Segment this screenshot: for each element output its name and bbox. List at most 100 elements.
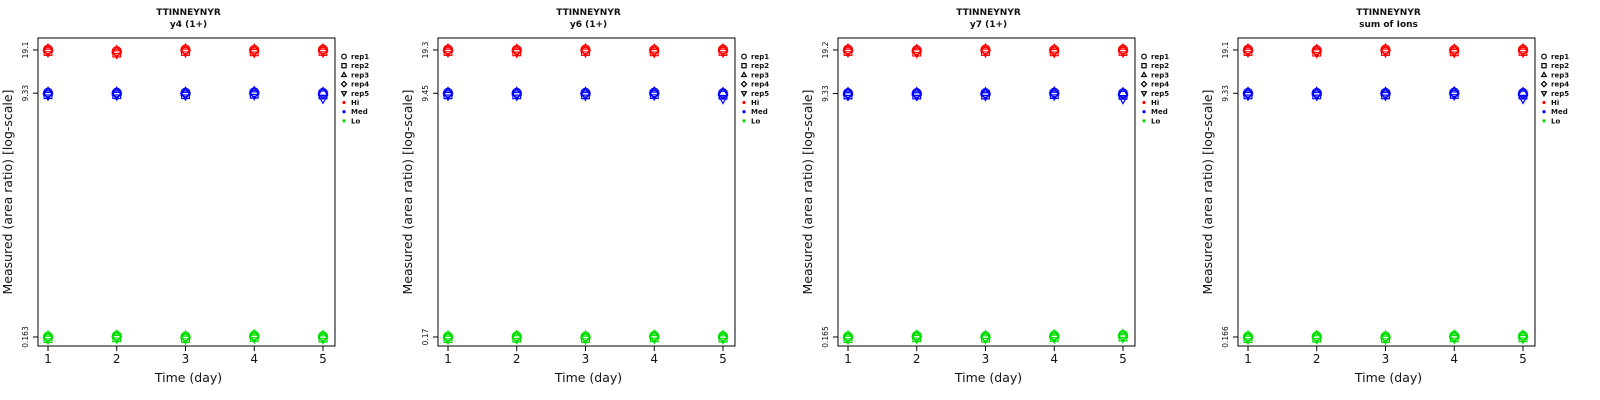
legend-marker-rep3 (1140, 71, 1148, 78)
legend-marker-med (1542, 110, 1546, 114)
point-med-rep5-day4 (648, 91, 660, 102)
legend-marker-lo (1142, 119, 1146, 123)
plot-frame (37, 37, 336, 347)
legend-label-rep5: rep5 (1551, 90, 1569, 98)
legend-label-rep3: rep3 (751, 71, 769, 79)
point-hi-rep5-day2 (511, 48, 523, 59)
point-hi-rep5-day2 (1311, 49, 1323, 59)
point-lo-rep5-day2 (911, 334, 923, 345)
legend-label-hi: Hi (1151, 99, 1159, 107)
legend-label-rep3: rep3 (351, 71, 369, 79)
chart-panel-4: TTINNEYNYR sum of Ions 0.166 9.33 19.1 1 2 3 4 5 T… (1200, 8, 1569, 385)
point-med-rep5-day1 (42, 91, 54, 102)
point-med-rep5-day2 (1311, 91, 1323, 102)
point-med-rep5-day1 (442, 91, 454, 102)
point-hi-rep5-day3 (580, 48, 591, 59)
chart-panel-2: TTINNEYNYR y6 (1+) 0.17 9.45 19.3 1 2 3 4 5 Time (… (400, 8, 769, 385)
point-hi-rep5-day5 (1517, 48, 1529, 59)
legend-marker-rep5 (340, 91, 348, 98)
point-hi-rep5-day4 (1448, 48, 1460, 59)
legend-label-rep5: rep5 (1151, 90, 1169, 98)
chart-panel-1: TTINNEYNYR y4 (1+) 0.163 9.33 19.1 1 2 3 4 5 Time … (0, 8, 369, 385)
point-hi-rep5-day4 (248, 48, 260, 59)
plot-frame (837, 37, 1136, 347)
legend-label-lo: Lo (751, 117, 760, 125)
point-med-rep5-day3 (1380, 91, 1391, 102)
y-axis-title: Measured (area ratio) [log-scale] (400, 90, 415, 295)
chart-subtitle: y6 (1+) (570, 20, 607, 30)
point-hi-rep5-day3 (1380, 48, 1391, 59)
y-tick-label: 0.166 (1221, 326, 1230, 348)
point-hi-rep5-day1 (42, 48, 54, 59)
y-axis-title: Measured (area ratio) [log-scale] (0, 90, 15, 295)
x-tick-label: 2 (113, 352, 121, 366)
legend-marker-rep3 (340, 71, 348, 78)
point-lo-rep5-day5 (1117, 334, 1129, 344)
legend-marker-rep4 (1540, 80, 1548, 88)
legend-label-rep1: rep1 (751, 53, 769, 61)
point-lo-rep5-day3 (180, 335, 191, 346)
point-lo-rep5-day1 (1242, 335, 1254, 346)
x-axis-title: Time (day) (154, 370, 222, 385)
point-lo-rep5-day5 (1517, 334, 1529, 345)
legend-marker-med (342, 110, 346, 114)
legend-marker-hi (742, 100, 746, 105)
x-tick-label: 1 (844, 352, 852, 366)
legend-marker-med (1142, 110, 1146, 114)
point-lo-rep5-day1 (42, 335, 54, 346)
x-tick-label: 5 (1119, 352, 1127, 366)
point-med-rep4-day5 (717, 88, 729, 100)
point-med-rep5-day2 (511, 91, 523, 102)
legend-label-rep5: rep5 (751, 90, 769, 98)
legend-marker-rep4 (340, 80, 348, 88)
point-hi-rep5-day1 (442, 48, 454, 59)
y-tick-label: 19.3 (421, 41, 430, 58)
legend-marker-rep4 (740, 80, 748, 88)
legend-label-rep1: rep1 (1551, 53, 1569, 61)
y-tick-label: 0.17 (421, 328, 430, 345)
plot-frame (1237, 37, 1536, 347)
point-med-rep5-day3 (180, 91, 191, 102)
point-med-rep5-day1 (842, 92, 854, 102)
point-lo-rep5-day4 (248, 334, 260, 345)
legend-marker-rep4 (1140, 80, 1148, 88)
legend-label-med: Med (751, 108, 768, 116)
x-tick-label: 2 (913, 352, 921, 366)
legend-label-rep2: rep2 (351, 62, 369, 70)
legend-marker-med (742, 110, 746, 114)
y-axis-title: Measured (area ratio) [log-scale] (1200, 90, 1215, 295)
point-med-rep5-day3 (980, 92, 991, 102)
point-hi-rep5-day2 (111, 50, 123, 60)
point-med-rep5-day1 (1242, 91, 1254, 102)
legend-label-rep4: rep4 (1551, 81, 1569, 89)
legend-marker-rep1 (741, 53, 747, 60)
legend-label-lo: Lo (1151, 117, 1160, 125)
point-med-rep5-day2 (911, 92, 923, 102)
point-med-rep4-day5 (1517, 88, 1529, 100)
legend-label-rep4: rep4 (1151, 81, 1169, 89)
point-hi-rep5-day1 (1242, 48, 1254, 59)
x-tick-label: 3 (582, 352, 590, 366)
point-med-rep5-day5 (717, 95, 729, 105)
y-tick-label: 19.1 (1221, 41, 1230, 58)
point-hi-rep5-day4 (648, 48, 660, 59)
y-tick-label: 0.165 (821, 326, 830, 348)
legend-label-rep4: rep4 (351, 81, 369, 89)
point-med-rep4-day5 (317, 87, 329, 100)
point-med-rep4-day5 (1117, 88, 1129, 100)
y-tick-label: 0.163 (21, 326, 30, 348)
legend-marker-rep2 (1541, 63, 1547, 69)
point-lo-rep5-day4 (1448, 334, 1460, 345)
y-tick-label: 9.33 (21, 85, 30, 102)
chart-title: TTINNEYNYR (556, 8, 621, 18)
point-hi-rep5-day5 (317, 48, 329, 59)
legend-label-rep2: rep2 (1151, 62, 1169, 70)
chart-subtitle: y4 (1+) (170, 20, 207, 30)
x-tick-label: 5 (1519, 352, 1527, 366)
point-med-rep5-day5 (1517, 95, 1529, 105)
legend-marker-rep1 (1541, 53, 1547, 60)
legend-marker-lo (342, 119, 346, 123)
